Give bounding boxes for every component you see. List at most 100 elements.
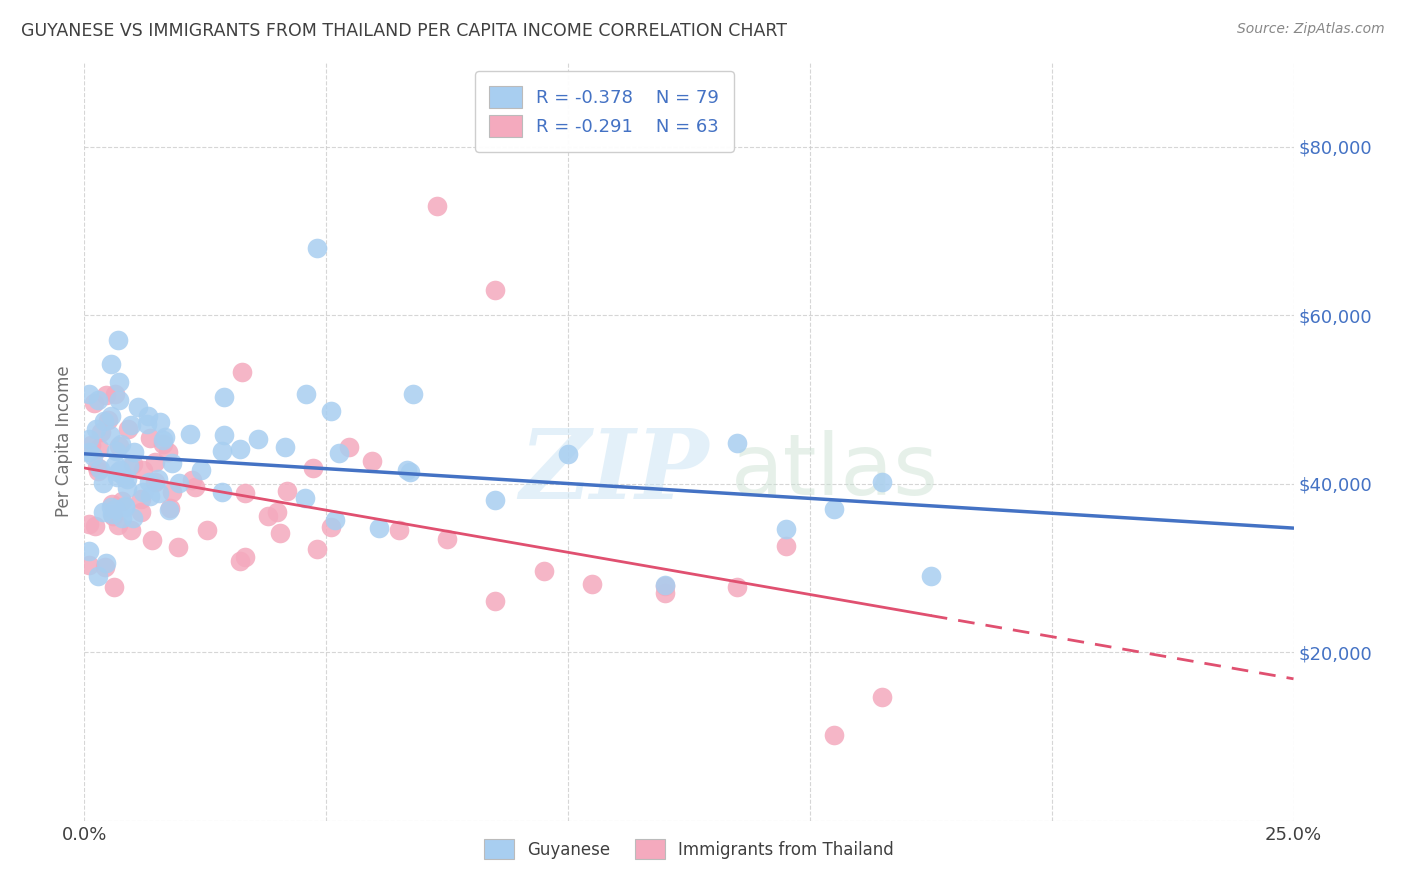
Point	[101, 497, 124, 511]
Point	[77, 516, 100, 531]
Point	[117, 422, 139, 436]
Point	[305, 241, 328, 255]
Point	[484, 283, 506, 297]
Point	[319, 404, 342, 418]
Point	[160, 456, 183, 470]
Point	[105, 444, 128, 458]
Point	[117, 481, 139, 495]
Point	[96, 556, 118, 570]
Point	[276, 483, 298, 498]
Point	[112, 470, 135, 484]
Point	[146, 472, 169, 486]
Point	[233, 486, 256, 500]
Point	[105, 470, 128, 484]
Point	[184, 480, 207, 494]
Point	[103, 508, 125, 523]
Point	[301, 460, 323, 475]
Point	[129, 491, 152, 506]
Point	[212, 427, 235, 442]
Point	[138, 475, 160, 489]
Point	[426, 199, 449, 213]
Point	[86, 392, 108, 407]
Point	[399, 465, 422, 479]
Point	[148, 485, 170, 500]
Point	[93, 413, 115, 427]
Point	[101, 507, 124, 521]
Point	[211, 443, 233, 458]
Point	[395, 463, 418, 477]
Point	[388, 523, 411, 537]
Y-axis label: Per Capita Income: Per Capita Income	[55, 366, 73, 517]
Point	[581, 577, 603, 591]
Point	[97, 413, 120, 427]
Point	[152, 437, 174, 451]
Point	[269, 526, 291, 541]
Point	[319, 520, 342, 534]
Point	[114, 500, 136, 515]
Point	[129, 505, 152, 519]
Point	[141, 533, 163, 547]
Point	[77, 432, 100, 446]
Point	[135, 417, 157, 431]
Point	[533, 564, 555, 578]
Point	[104, 458, 127, 473]
Point	[725, 435, 748, 450]
Point	[152, 433, 174, 447]
Point	[139, 489, 162, 503]
Point	[80, 438, 103, 452]
Point	[725, 580, 748, 594]
Point	[654, 579, 676, 593]
Point	[266, 505, 288, 519]
Point	[257, 509, 280, 524]
Point	[117, 472, 139, 486]
Point	[118, 459, 141, 474]
Point	[160, 485, 183, 500]
Point	[122, 445, 145, 459]
Point	[436, 533, 458, 547]
Point	[93, 560, 115, 574]
Point	[654, 586, 676, 600]
Point	[247, 432, 270, 446]
Point	[77, 544, 100, 558]
Point	[274, 440, 297, 454]
Point	[872, 690, 894, 704]
Point	[159, 500, 181, 515]
Point	[181, 473, 204, 487]
Point	[190, 463, 212, 477]
Point	[104, 502, 127, 516]
Point	[120, 418, 142, 433]
Point	[211, 484, 233, 499]
Point	[775, 522, 797, 536]
Point	[77, 386, 100, 401]
Point	[77, 445, 100, 459]
Point	[872, 475, 894, 489]
Point	[323, 513, 346, 527]
Point	[337, 440, 360, 454]
Point	[103, 580, 125, 594]
Point	[139, 431, 162, 445]
Point	[294, 491, 316, 505]
Point	[229, 554, 252, 568]
Point	[484, 594, 506, 608]
Point	[920, 569, 942, 583]
Point	[111, 493, 134, 508]
Point	[132, 484, 155, 499]
Point	[87, 442, 110, 456]
Point	[167, 475, 190, 490]
Point	[91, 505, 114, 519]
Point	[212, 390, 235, 404]
Point	[153, 430, 176, 444]
Point	[114, 499, 136, 513]
Point	[143, 455, 166, 469]
Point	[557, 447, 579, 461]
Point	[86, 460, 108, 475]
Point	[328, 445, 350, 459]
Point	[368, 521, 391, 535]
Point	[402, 386, 425, 401]
Point	[228, 442, 250, 456]
Point	[167, 541, 190, 555]
Legend: Guyanese, Immigrants from Thailand: Guyanese, Immigrants from Thailand	[477, 833, 901, 865]
Point	[77, 558, 100, 573]
Point	[90, 425, 112, 439]
Point	[136, 409, 159, 424]
